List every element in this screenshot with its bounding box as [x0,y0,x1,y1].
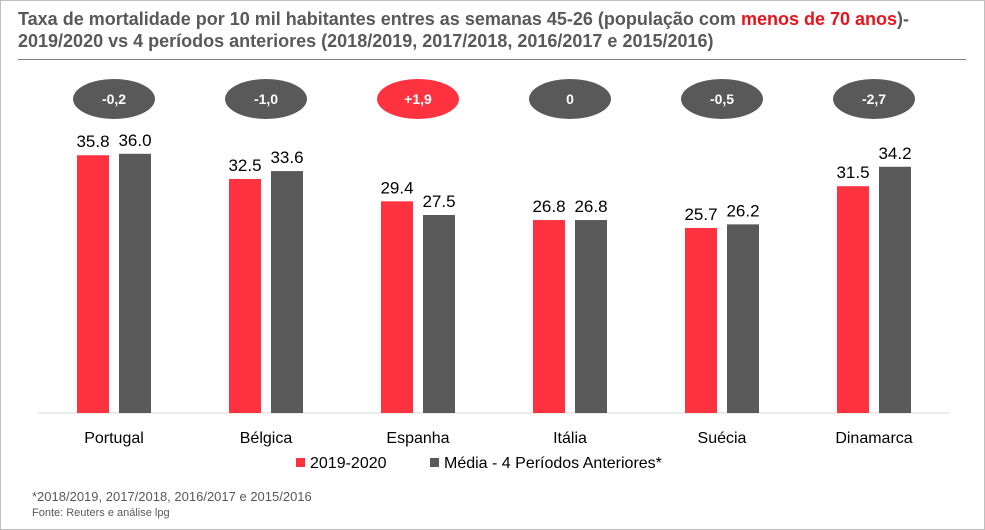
data-label: 31.5 [836,163,869,182]
title-highlight: menos de 70 anos [740,9,897,29]
difference-label: -2,7 [862,91,886,107]
bar-average [423,215,455,413]
data-label: 26.8 [574,197,607,216]
data-label: 26.2 [726,201,759,220]
legend-swatch-average [430,458,439,467]
title-part1: Taxa de mortalidade por 10 mil habitante… [18,9,741,29]
difference-label: 0 [566,91,574,107]
difference-badge [833,79,915,119]
difference-badge [225,79,307,119]
bar-current [837,186,869,413]
footnote: *2018/2019, 2017/2018, 2016/2017 e 2015/… [32,489,312,504]
bar-average [575,220,607,413]
bar-current [77,155,109,414]
title-divider [18,59,966,60]
bar-current [685,227,717,413]
legend-swatch-current [296,458,305,467]
data-label: 27.5 [422,192,455,211]
difference-badge [529,79,611,119]
bar-current [381,201,413,413]
bar-current [229,179,261,413]
source-note: Fonte: Reuters e análise lpg [32,507,170,519]
data-label: 34.2 [878,144,911,163]
data-label: 26.8 [532,197,565,216]
category-label: Espanha [386,430,449,447]
chart-title: Taxa de mortalidade por 10 mil habitante… [18,8,968,52]
title-part2: )- 2019/2020 vs 4 períodos anteriores (2… [18,9,909,51]
difference-badge [681,79,763,119]
category-label: Suécia [698,430,747,447]
category-label: Bélgica [240,430,293,447]
category-label: Portugal [84,430,144,447]
data-label: 35.8 [76,132,109,151]
legend-label-average: Média - 4 Períodos Anteriores* [444,455,662,472]
difference-label: -0,2 [102,91,126,107]
difference-label: -0,5 [710,91,734,107]
data-label: 25.7 [684,205,717,224]
difference-badge [73,79,155,119]
difference-label: -1,0 [254,91,278,107]
data-label: 33.6 [270,148,303,167]
bar-average [271,171,303,413]
bar-average [879,166,911,413]
data-label: 32.5 [228,156,261,175]
difference-badge [377,79,459,119]
bar-average [727,224,759,413]
legend-label-current: 2019-2020 [310,455,387,472]
category-label: Itália [553,430,587,447]
bar-average [119,153,151,414]
bar-current [533,220,565,413]
category-label: Dinamarca [835,430,912,447]
difference-label: +1,9 [404,91,432,107]
data-label: 29.4 [380,178,413,197]
data-label: 36.0 [118,131,151,150]
